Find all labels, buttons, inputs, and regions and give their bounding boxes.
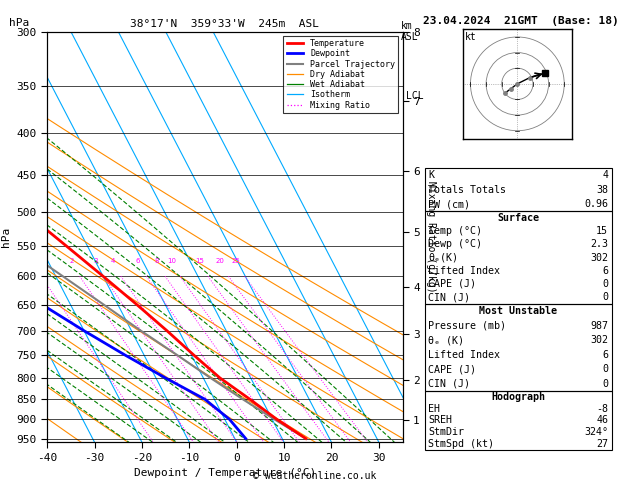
Text: 987: 987 (590, 321, 608, 330)
Legend: Temperature, Dewpoint, Parcel Trajectory, Dry Adiabat, Wet Adiabat, Isotherm, Mi: Temperature, Dewpoint, Parcel Trajectory… (284, 36, 398, 113)
Text: StmSpd (kt): StmSpd (kt) (428, 439, 494, 449)
Text: 6: 6 (136, 259, 140, 264)
Text: 25: 25 (231, 259, 240, 264)
Text: 0: 0 (602, 379, 608, 389)
Text: Lifted Index: Lifted Index (428, 266, 500, 276)
Text: Pressure (mb): Pressure (mb) (428, 321, 506, 330)
Text: Surface: Surface (498, 213, 539, 223)
Text: Most Unstable: Most Unstable (479, 306, 557, 316)
Text: 2.3: 2.3 (590, 240, 608, 249)
Text: CIN (J): CIN (J) (428, 379, 470, 389)
Text: 4: 4 (602, 170, 608, 180)
Text: © weatheronline.co.uk: © weatheronline.co.uk (253, 471, 376, 481)
Text: 4: 4 (110, 259, 114, 264)
Text: -8: -8 (596, 404, 608, 414)
Text: 6: 6 (602, 266, 608, 276)
Text: 302: 302 (590, 335, 608, 345)
Text: Dewp (°C): Dewp (°C) (428, 240, 482, 249)
Text: 302: 302 (590, 253, 608, 262)
Text: θₑ (K): θₑ (K) (428, 335, 464, 345)
Text: Temp (°C): Temp (°C) (428, 226, 482, 236)
Text: kt: kt (465, 33, 477, 42)
Text: 15: 15 (596, 226, 608, 236)
Text: Lifted Index: Lifted Index (428, 350, 500, 360)
Text: 38: 38 (596, 185, 608, 194)
Text: 20: 20 (215, 259, 224, 264)
Text: 0: 0 (602, 364, 608, 374)
Text: EH: EH (428, 404, 440, 414)
Text: 10: 10 (167, 259, 176, 264)
Text: hPa: hPa (9, 18, 30, 29)
Text: 0: 0 (602, 292, 608, 302)
Text: StmDir: StmDir (428, 427, 464, 437)
Text: CAPE (J): CAPE (J) (428, 279, 476, 289)
Text: 2: 2 (69, 259, 74, 264)
Text: Totals Totals: Totals Totals (428, 185, 506, 194)
Y-axis label: Mixing Ratio (g/kg): Mixing Ratio (g/kg) (426, 181, 437, 293)
Text: 23.04.2024  21GMT  (Base: 18): 23.04.2024 21GMT (Base: 18) (423, 16, 618, 26)
Text: 6: 6 (602, 350, 608, 360)
Text: 3: 3 (93, 259, 97, 264)
Text: 27: 27 (596, 439, 608, 449)
Text: CAPE (J): CAPE (J) (428, 364, 476, 374)
Text: θₑ(K): θₑ(K) (428, 253, 459, 262)
X-axis label: Dewpoint / Temperature (°C): Dewpoint / Temperature (°C) (134, 468, 316, 478)
Text: 0: 0 (602, 279, 608, 289)
Text: km
ASL: km ASL (401, 21, 418, 42)
Text: CIN (J): CIN (J) (428, 292, 470, 302)
Text: K: K (428, 170, 435, 180)
Text: 8: 8 (154, 259, 159, 264)
Text: 324°: 324° (584, 427, 608, 437)
Text: 46: 46 (596, 416, 608, 425)
Text: SREH: SREH (428, 416, 452, 425)
Text: LCL: LCL (406, 91, 424, 101)
Text: PW (cm): PW (cm) (428, 199, 470, 209)
Title: 38°17'N  359°33'W  245m  ASL: 38°17'N 359°33'W 245m ASL (130, 19, 320, 30)
Text: Hodograph: Hodograph (491, 392, 545, 402)
Text: 15: 15 (195, 259, 204, 264)
Y-axis label: hPa: hPa (1, 227, 11, 247)
Text: 0.96: 0.96 (584, 199, 608, 209)
